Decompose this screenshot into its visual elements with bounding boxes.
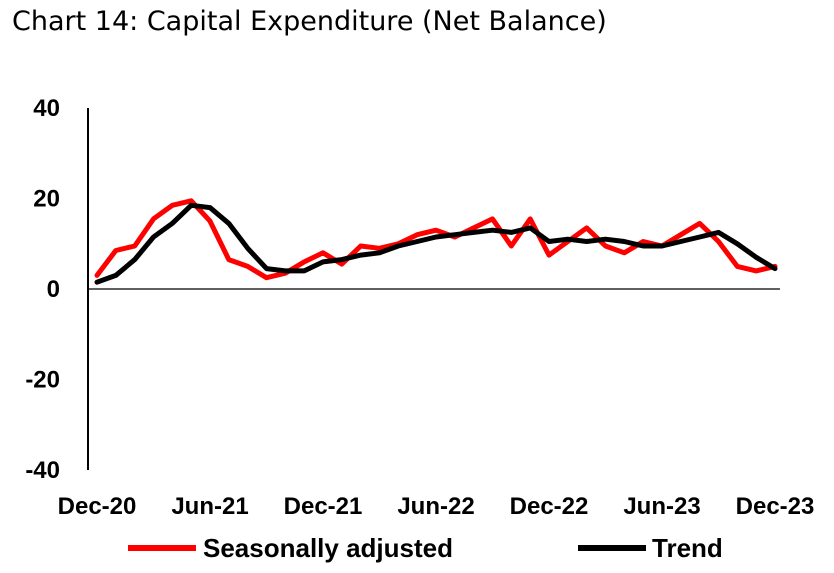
x-tick-label: Dec-23	[736, 493, 815, 520]
x-tick-label: Dec-22	[510, 493, 589, 520]
series-line-trend	[94, 202, 778, 285]
y-tick-label: 0	[47, 276, 60, 303]
y-tick-label: -20	[25, 367, 60, 394]
chart-title: Chart 14: Capital Expenditure (Net Balan…	[12, 6, 607, 37]
x-tick-label: Dec-20	[58, 493, 137, 520]
y-tick-label: 20	[33, 186, 60, 213]
x-tick-label: Jun-21	[171, 493, 248, 520]
x-tick-label: Jun-22	[397, 493, 474, 520]
x-tick-label: Jun-23	[623, 493, 700, 520]
legend-label-trend: Trend	[652, 533, 723, 563]
y-tick-label: 40	[33, 95, 60, 122]
y-tick-label: -40	[25, 457, 60, 484]
legend-label-seasonally-adjusted: Seasonally adjusted	[203, 533, 453, 563]
x-tick-label: Dec-21	[284, 493, 363, 520]
